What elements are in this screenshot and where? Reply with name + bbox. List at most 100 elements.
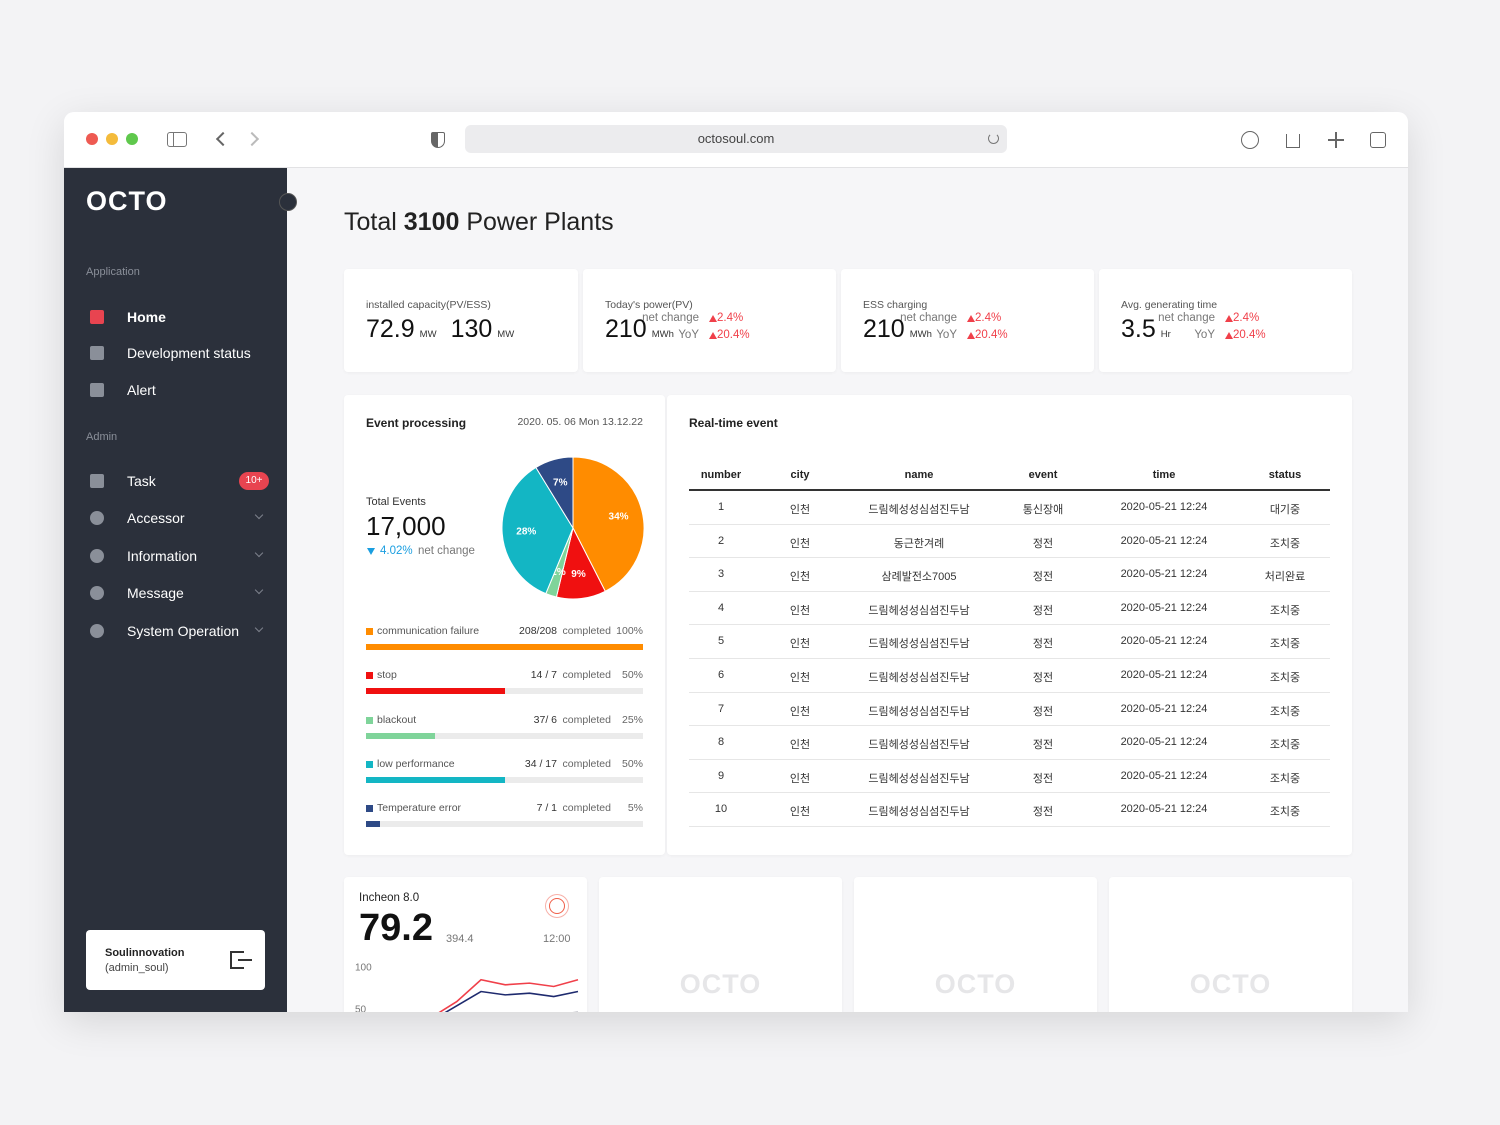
table-row[interactable]: 7 인천 드림헤성성심섬진두남 정전 2020-05-21 12:24 조치중: [667, 693, 1352, 727]
change-row: net change 2.4%: [1158, 312, 1319, 326]
maximize-button[interactable]: [126, 133, 138, 145]
table-cell: 인천: [789, 504, 811, 516]
table-row[interactable]: 9 인천 드림헤성성심섬진두남 정전 2020-05-21 12:24 조치중: [667, 760, 1352, 794]
table-row[interactable]: 2 인천 동근한겨례 정전 2020-05-21 12:24 조치중: [667, 525, 1352, 559]
progress-bar: [366, 821, 380, 828]
change-label: YoY: [936, 329, 957, 341]
table-cell: 7: [717, 702, 725, 715]
nav-item[interactable]: Alert: [64, 377, 287, 403]
nav-item[interactable]: Home: [64, 304, 287, 330]
nav-label: Accessor: [127, 510, 185, 526]
tabs-icon[interactable]: [1370, 132, 1386, 148]
change-label: YoY: [1194, 329, 1215, 341]
nav-icon: [90, 624, 104, 638]
table-cell: 드림헤성성심섬진두남: [868, 739, 970, 752]
stat-values: 210 MWh: [863, 315, 932, 344]
table-cell: 2020-05-21 12:24: [1120, 669, 1208, 681]
table-cell: 정전: [1032, 604, 1054, 617]
item-count: 208/208: [519, 625, 557, 637]
minimize-button[interactable]: [106, 133, 118, 145]
item-name: communication failure: [377, 625, 480, 637]
nav-icon: [90, 383, 104, 397]
table-cell: 인천: [789, 672, 811, 684]
table-row[interactable]: 1 인천 드림헤성성심섬진두남 통신장애 2020-05-21 12:24 대기중: [667, 491, 1352, 525]
stat-unit: MW: [419, 329, 437, 340]
table-row[interactable]: 10 인천 드림헤성성심섬진두남 정전 2020-05-21 12:24 조치중: [667, 793, 1352, 827]
nav-item[interactable]: Task 10+: [64, 468, 287, 494]
item-name: low performance: [377, 757, 455, 770]
stat-card: ESS charging 210 MWh net change 2.4% YoY 20.4%: [841, 269, 1094, 372]
progress-bar: [366, 644, 643, 650]
stat-unit: MWh: [909, 329, 932, 340]
weather-card: Incheon 8.0 79.2 394.4 12:00 100 50: [344, 877, 587, 1012]
table-cell: 4: [717, 601, 725, 614]
change-value: 2.4%: [717, 312, 744, 324]
chevron: [254, 510, 264, 520]
reload-icon[interactable]: [988, 133, 999, 144]
collapse-button[interactable]: [279, 193, 297, 211]
mini-line-chart: 100 50: [355, 963, 579, 1012]
y-tick-label: 100: [355, 963, 372, 974]
down-arrow: [367, 548, 375, 555]
nav-label: Development status: [127, 345, 251, 361]
back-button[interactable]: [215, 131, 231, 147]
logout-icon[interactable]: [230, 951, 252, 969]
table-cell: 정전: [1032, 672, 1054, 684]
close-button[interactable]: [86, 133, 98, 145]
row-rule: [689, 523, 1330, 525]
table-row[interactable]: 5 인천 드림헤성성심섬진두남 정전 2020-05-21 12:24 조치중: [667, 625, 1352, 659]
table-cell: 정전: [1032, 638, 1054, 651]
weather-time: 12:00: [543, 933, 571, 945]
table-cell: 2020-05-21 12:24: [1120, 601, 1208, 614]
pie-slice: [535, 456, 574, 530]
pie-slice: [572, 456, 645, 592]
table-row[interactable]: 4 인천 드림헤성성심섬진두남 정전 2020-05-21 12:24 조치중: [667, 592, 1352, 626]
up-arrow: [1225, 315, 1233, 322]
legend-swatch: [366, 628, 373, 635]
table-cell: 조치중: [1269, 772, 1301, 785]
chevron: [254, 623, 264, 633]
privacy-icon[interactable]: [431, 132, 445, 148]
column-header: time: [1152, 469, 1176, 481]
placeholder-card: OCTO: [854, 877, 1097, 1012]
sidebar-toggle[interactable]: [167, 132, 187, 147]
up-arrow: [709, 332, 717, 339]
slice-label: 34%: [609, 512, 629, 523]
nav-item[interactable]: Information: [64, 543, 287, 569]
stat-value: 72.9: [366, 315, 415, 343]
stat-value: 130: [450, 315, 493, 343]
item-count: 14 / 7: [530, 669, 557, 682]
user-name: Soulinnovation: [105, 947, 185, 959]
change-label: net change: [1158, 312, 1215, 324]
item-percent: 25%: [621, 713, 643, 726]
logo[interactable]: OCTO: [86, 186, 168, 216]
stat-value: 210: [605, 315, 647, 343]
progress-track: [366, 732, 643, 739]
change-value: 4.02%: [380, 545, 413, 557]
nav-item[interactable]: System Operation: [64, 618, 287, 644]
forward-button[interactable]: [244, 131, 260, 147]
table-cell: 인천: [789, 537, 811, 550]
progress-item: low performance 34 / 17 completed 50%: [366, 758, 643, 788]
download-icon[interactable]: [1241, 131, 1259, 149]
badge: 10+: [239, 472, 269, 490]
share-icon[interactable]: [1286, 134, 1300, 148]
table-cell: 인천: [789, 571, 811, 584]
nav-item[interactable]: Accessor: [64, 505, 287, 531]
table-cell: 2020-05-21 12:24: [1120, 635, 1208, 648]
table-cell: 통신장애: [1022, 504, 1064, 516]
table-cell: 드림헤성성심섬진두남: [868, 806, 970, 819]
item-status: completed: [562, 757, 611, 770]
nav-item[interactable]: Development status: [64, 340, 287, 366]
table-row[interactable]: 8 인천 드림헤성성심섬진두남 정전 2020-05-21 12:24 조치중: [667, 726, 1352, 760]
table-row[interactable]: 3 인천 삼례발전소7005 정전 2020-05-21 12:24 처리완료: [667, 558, 1352, 592]
nav-item[interactable]: Message: [64, 580, 287, 606]
table-row[interactable]: 6 인천 드림헤성성심섬진두남 정전 2020-05-21 12:24 조치중: [667, 659, 1352, 693]
progress-item: blackout 37/ 6 completed 25%: [366, 714, 643, 744]
item-name: blackout: [377, 713, 417, 726]
address-bar[interactable]: octosoul.com: [465, 125, 1007, 153]
stat-values: 210 MWh: [605, 315, 674, 344]
new-tab-icon[interactable]: [1328, 132, 1344, 148]
table-cell: 조치중: [1269, 739, 1301, 752]
